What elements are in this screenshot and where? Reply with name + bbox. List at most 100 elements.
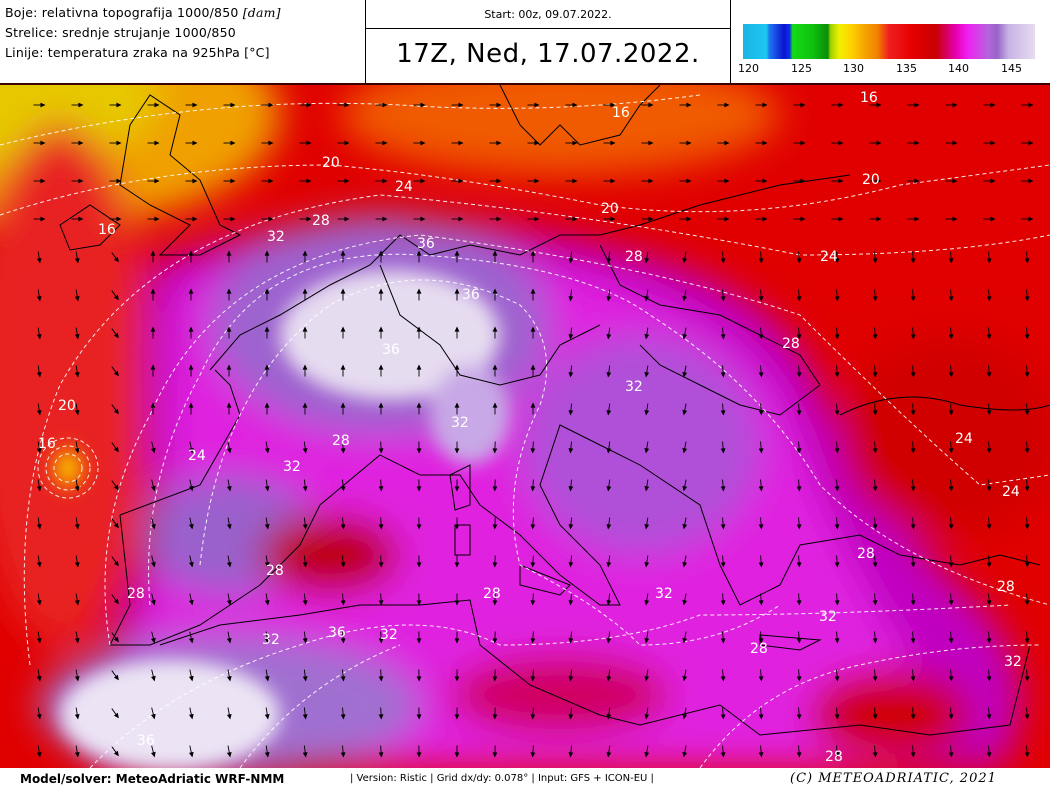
wind-arrow: [302, 288, 308, 301]
wind-arrow: [340, 479, 346, 492]
wind-arrow: [1024, 403, 1030, 416]
wind-arrow: [36, 403, 42, 416]
wind-arrow: [340, 593, 346, 606]
wind-arrow: [910, 669, 916, 682]
wind-arrow: [1024, 479, 1030, 492]
wind-arrow: [568, 479, 574, 492]
wind-arrow: [492, 250, 498, 263]
wind-arrow: [226, 745, 232, 758]
wind-arrow: [872, 555, 878, 568]
wind-arrow: [907, 102, 920, 108]
wind-arrow: [530, 707, 536, 720]
wind-arrow: [758, 745, 764, 758]
wind-arrow: [986, 745, 992, 758]
contour-labels: 16 16 20 24 20 20 16 28 32 36 28 24 36 36 28 32 20 16 24 28…: [38, 90, 1022, 765]
wind-arrow: [910, 517, 916, 530]
wind-arrow: [302, 745, 308, 758]
wind-arrow: [758, 365, 764, 378]
wind-arrow: [492, 479, 498, 492]
wind-arrow: [454, 669, 460, 682]
wind-arrow: [416, 402, 422, 415]
wind-arrow: [492, 441, 498, 454]
wind-arrow: [147, 102, 160, 108]
wind-arrow: [36, 669, 42, 682]
wind-arrow: [264, 479, 270, 492]
wind-arrow: [945, 178, 958, 184]
wind-arrow: [644, 251, 650, 264]
wind-arrow: [151, 441, 156, 454]
wind-arrow: [530, 555, 536, 568]
wind-arrow: [986, 707, 992, 720]
wind-arrow: [910, 327, 916, 340]
wind-arrow: [682, 707, 688, 720]
wind-arrow: [454, 593, 460, 606]
wind-arrow: [682, 365, 688, 378]
wind-arrow: [568, 517, 574, 530]
wind-arrow: [451, 140, 464, 146]
wind-arrow: [568, 289, 574, 302]
wind-arrow: [793, 216, 806, 222]
wind-arrow: [679, 140, 692, 146]
wind-arrow: [720, 707, 726, 720]
wind-arrow: [454, 631, 460, 644]
wind-arrow: [720, 517, 726, 530]
wind-arrow: [872, 289, 878, 302]
wind-arrow: [986, 669, 992, 682]
wind-arrow: [948, 593, 954, 606]
contour-label: 16: [98, 222, 116, 238]
wind-arrow: [492, 669, 498, 682]
wind-arrow: [151, 517, 156, 530]
wind-arrow: [416, 669, 422, 682]
wind-arrow: [74, 441, 80, 454]
wind-arrow: [150, 326, 156, 339]
wind-arrow: [489, 102, 502, 108]
wind-arrow: [568, 707, 574, 720]
wind-arrow: [834, 631, 840, 644]
wind-arrow: [796, 555, 802, 568]
legend-arrows: Strelice: srednje strujanje 1000/850: [5, 25, 236, 40]
wind-arrow: [416, 441, 422, 454]
wind-arrow: [948, 327, 954, 340]
wind-arrow: [948, 745, 954, 758]
wind-arrow: [644, 745, 650, 758]
wind-arrow: [302, 326, 308, 339]
wind-arrow: [644, 517, 650, 530]
wind-arrow: [717, 216, 730, 222]
wind-arrow: [492, 364, 498, 377]
wind-arrow: [261, 140, 274, 146]
wind-arrow: [185, 178, 198, 184]
model-info: Model/solver: MeteoAdriatic WRF-NMM: [20, 772, 285, 786]
wind-arrow: [796, 365, 802, 378]
wind-arrow: [36, 365, 42, 378]
wind-arrow: [416, 745, 422, 758]
wind-arrow: [869, 102, 882, 108]
wind-arrow: [644, 669, 650, 682]
divider: [366, 28, 730, 29]
wind-arrow: [416, 555, 422, 568]
wind-arrow: [111, 670, 119, 681]
wind-arrow: [1021, 178, 1034, 184]
wind-arrow: [378, 669, 384, 682]
wind-arrow: [796, 707, 802, 720]
wind-arrow: [910, 365, 916, 378]
wind-arrow: [111, 328, 119, 339]
wind-arrow: [983, 102, 996, 108]
wind-arrow: [340, 745, 346, 758]
wind-arrow: [872, 631, 878, 644]
wind-arrow: [793, 102, 806, 108]
wind-arrow: [679, 216, 692, 222]
wind-arrow: [910, 555, 916, 568]
wind-arrow: [720, 327, 726, 340]
wind-arrow: [831, 178, 844, 184]
wind-arrows: [33, 102, 1034, 758]
wind-arrow: [185, 140, 198, 146]
wind-arrow: [226, 593, 232, 606]
contour-label: 32: [1004, 654, 1022, 670]
wind-arrow: [413, 140, 426, 146]
wind-arrow: [151, 555, 156, 568]
wind-arrow: [111, 252, 119, 263]
wind-arrow: [188, 707, 194, 720]
wind-arrow: [378, 631, 384, 644]
wind-arrow: [454, 517, 460, 530]
wind-arrow: [302, 479, 308, 492]
